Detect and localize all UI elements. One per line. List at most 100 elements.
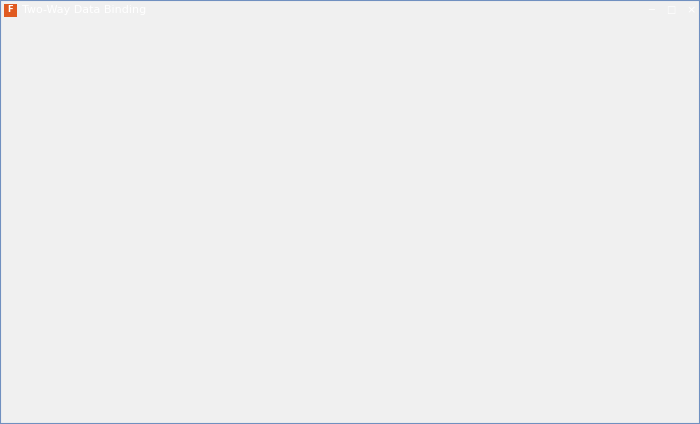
Text: Travel: Travel: [20, 370, 47, 379]
Bar: [16, 315, 171, 332]
Text: ⊳: ⊳: [47, 209, 53, 218]
Text: F: F: [7, 6, 13, 14]
Bar: [426, 20, 508, 35]
Text: · · · · ·: · · · · ·: [340, 220, 360, 229]
Bar: [2, 204, 610, 222]
Text: $ 12,273.00: $ 12,273.00: [445, 192, 505, 201]
Bar: [344, 20, 426, 35]
Bar: [262, 137, 344, 154]
Bar: [262, 154, 344, 171]
Bar: [508, 188, 596, 205]
Text: $ 1,590.00: $ 1,590.00: [374, 90, 423, 99]
Bar: [596, 154, 610, 171]
Bar: [80, 206, 132, 220]
Text: ❮: ❮: [166, 209, 172, 217]
Bar: [16, 281, 171, 298]
Text: F: F: [550, 22, 555, 33]
Text: $ 505,00: $ 505,00: [562, 336, 602, 345]
Text: $ 44,563.00: $ 44,563.00: [533, 192, 593, 201]
Bar: [16, 332, 171, 349]
Bar: [16, 349, 171, 366]
Bar: [508, 20, 596, 35]
Bar: [171, 383, 257, 400]
Bar: [20, 137, 180, 154]
Text: $ 110.00: $ 110.00: [383, 158, 423, 167]
Text: $ 32 800,00: $ 32 800,00: [547, 251, 602, 260]
Bar: [596, 137, 610, 154]
Bar: [171, 281, 257, 298]
Text: $ 80,00: $ 80,00: [306, 319, 340, 328]
Text: 2: 2: [8, 56, 13, 65]
Text: 1: 1: [8, 39, 13, 48]
Text: $ 75,00: $ 75,00: [477, 319, 512, 328]
Bar: [2, 366, 16, 383]
Text: ❯: ❯: [596, 209, 602, 217]
Bar: [344, 103, 426, 120]
Bar: [2, 120, 20, 137]
Text: $ 125.00: $ 125.00: [383, 107, 423, 116]
Bar: [508, 52, 596, 69]
Text: $ 7 500,00: $ 7 500,00: [205, 251, 254, 260]
Bar: [180, 137, 262, 154]
Text: 7: 7: [8, 141, 14, 150]
Bar: [426, 86, 508, 103]
Bar: [262, 188, 344, 205]
Bar: [429, 247, 515, 264]
Text: $ 7,925.00: $ 7,925.00: [293, 56, 341, 65]
Text: ▶: ▶: [6, 253, 12, 259]
Bar: [2, 349, 16, 366]
Bar: [2, 35, 20, 52]
Text: Q3: Q3: [347, 234, 360, 243]
Bar: [429, 281, 515, 298]
Text: $ 125.00: $ 125.00: [383, 141, 423, 150]
Bar: [0, 0, 700, 20]
Bar: [596, 20, 610, 35]
Bar: [426, 103, 508, 120]
Bar: [2, 137, 20, 154]
Text: $ 7 925,00: $ 7 925,00: [291, 251, 340, 260]
Text: $ 295,00: $ 295,00: [562, 319, 602, 328]
Bar: [257, 349, 343, 366]
Bar: [166, 37, 178, 50]
Text: $ 110,00: $ 110,00: [386, 353, 426, 362]
Text: Deprecation: Deprecation: [24, 73, 79, 82]
Text: *: *: [6, 387, 11, 396]
Text: $ 1,620.00: $ 1,620.00: [293, 90, 341, 99]
Bar: [596, 52, 610, 69]
Text: $ 440.00: $ 440.00: [553, 158, 593, 167]
Bar: [343, 247, 429, 264]
Text: OPERATION EXPENSES: OPERATION EXPENSES: [24, 39, 139, 48]
Text: $ 150.00: $ 150.00: [465, 107, 505, 116]
Text: $ 440,00: $ 440,00: [562, 353, 602, 362]
Bar: [426, 171, 508, 188]
Bar: [257, 298, 343, 315]
Text: Q4: Q4: [433, 234, 446, 243]
Bar: [180, 35, 262, 52]
Text: $ 570,00: $ 570,00: [562, 302, 602, 311]
Bar: [344, 171, 426, 188]
Bar: [16, 247, 171, 264]
Text: Operation Expenses: Operation Expenses: [20, 234, 111, 243]
Text: ─: ─: [648, 5, 654, 15]
Text: $ 975,00: $ 975,00: [562, 370, 602, 379]
Bar: [248, 37, 260, 50]
Bar: [180, 103, 262, 120]
Bar: [508, 35, 596, 52]
Text: ×: ×: [686, 5, 696, 15]
Text: Salaries & Wages: Salaries & Wages: [24, 56, 103, 65]
Bar: [20, 69, 180, 86]
Text: 8: 8: [8, 158, 14, 167]
Text: $ 7,500.00: $ 7,500.00: [210, 56, 259, 65]
Bar: [596, 35, 610, 52]
Text: $ 608,00: $ 608,00: [472, 268, 512, 277]
Bar: [2, 298, 16, 315]
Text: $ 550,00: $ 550,00: [214, 268, 254, 277]
Bar: [429, 298, 515, 315]
Text: $ 125,00: $ 125,00: [386, 336, 426, 345]
Text: $ 9,125.00: $ 9,125.00: [456, 56, 505, 65]
Bar: [343, 298, 429, 315]
Bar: [596, 35, 610, 205]
Text: ⊲⊲: ⊲⊲: [8, 209, 20, 218]
Bar: [20, 20, 180, 35]
Text: Salaries & Wages: Salaries & Wages: [20, 251, 99, 260]
